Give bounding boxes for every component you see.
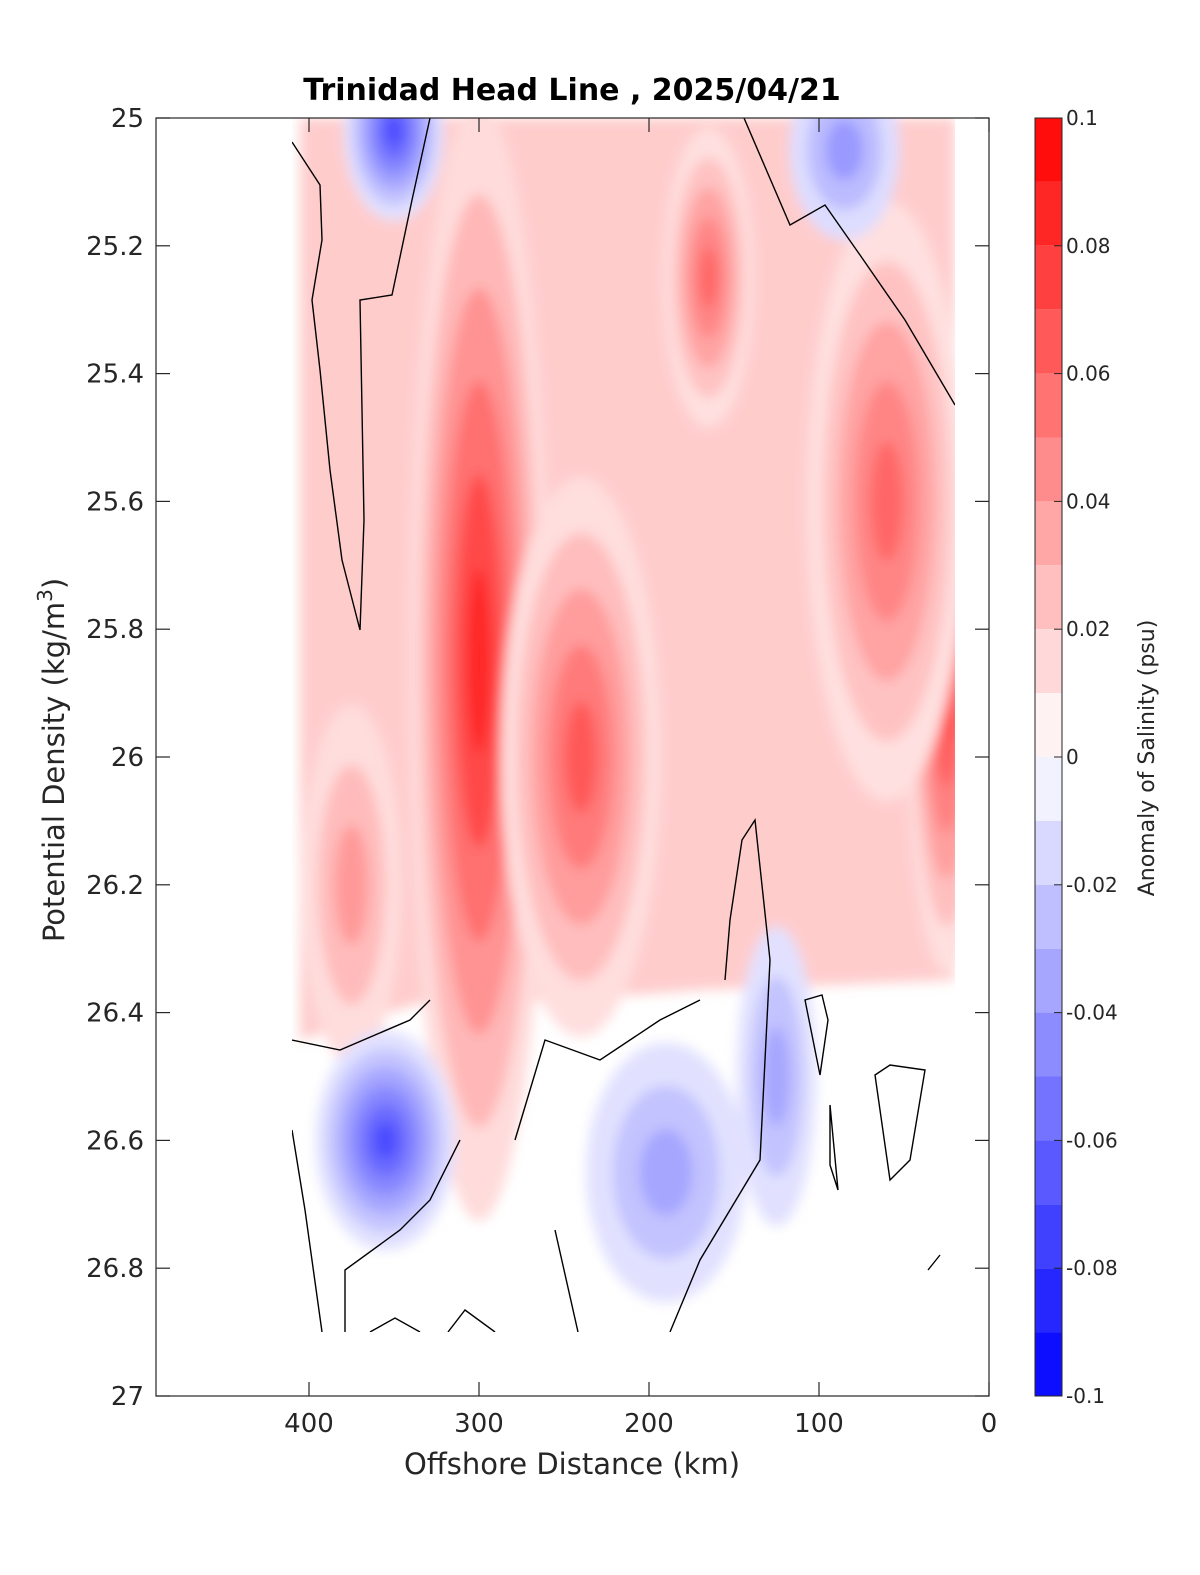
x-axis-label: Offshore Distance (km) xyxy=(404,1447,740,1481)
colorbar-tick-label: -0.08 xyxy=(1066,1256,1118,1280)
y-tick-label: 25 xyxy=(111,104,144,134)
x-tick-label: 300 xyxy=(454,1409,504,1439)
y-tick-label: 27 xyxy=(111,1382,144,1412)
contour-band-high-5-1 xyxy=(334,824,369,945)
y-tick-label: 25.4 xyxy=(86,360,144,390)
colorbar-tick-label: -0.1 xyxy=(1066,1384,1105,1408)
colorbar-tick-label: -0.04 xyxy=(1066,1001,1118,1025)
colorbar-swatch xyxy=(1035,565,1062,630)
y-axis-label-suffix: ) xyxy=(37,578,71,589)
colorbar: 0.1 0.08 0.06 0.04 0.02 0 -0.02 -0.04 -0.06 -0.08… xyxy=(1034,106,1118,1408)
x-axis-ticks: 400 300 200 100 0 xyxy=(284,118,997,1439)
colorbar-label: Anomaly of Salinity (psu) xyxy=(1135,620,1160,897)
y-tick-label: 26.2 xyxy=(86,871,144,901)
contour-band-low-7-1 xyxy=(385,118,403,146)
zero-contour-line xyxy=(369,1317,421,1332)
x-tick-label: 400 xyxy=(284,1409,334,1439)
colorbar-swatch xyxy=(1035,757,1062,821)
zero-contour-line xyxy=(927,1254,941,1271)
colorbar-swatch xyxy=(1035,884,1062,949)
contour-band-high-2-1 xyxy=(699,247,718,308)
y-tick-label: 26.8 xyxy=(86,1254,144,1284)
colorbar-swatch xyxy=(1035,629,1062,694)
y-tick-label: 26.6 xyxy=(86,1126,144,1156)
zero-contour-line xyxy=(344,1139,461,1332)
contour-band-low-10-1 xyxy=(826,119,863,180)
y-tick-label: 25.8 xyxy=(86,615,144,645)
colorbar-tick-label: 0 xyxy=(1066,745,1079,769)
colorbar-swatch xyxy=(1035,1012,1062,1077)
colorbar-swatch xyxy=(1035,1140,1062,1205)
y-axis-ticks: 25 25.2 25.4 25.6 25.8 26 26.2 26.4 26.6 26.8 27 xyxy=(86,104,989,1412)
y-axis-label-main: Potential Density (kg/m xyxy=(37,602,71,942)
colorbar-tick-label: 0.1 xyxy=(1066,106,1098,130)
colorbar-swatch xyxy=(1035,948,1062,1013)
colorbar-swatch xyxy=(1035,309,1062,374)
contour-field xyxy=(292,118,955,1332)
colorbar-swatch xyxy=(1035,820,1062,885)
colorbar-tick-label: -0.02 xyxy=(1066,873,1118,897)
x-tick-label: 200 xyxy=(624,1409,674,1439)
zero-contour-line xyxy=(804,994,829,1076)
contour-band-high-1-1 xyxy=(565,701,597,813)
zero-contour-line xyxy=(874,1064,926,1182)
y-tick-label: 25.6 xyxy=(86,487,144,517)
colorbar-tick-label: 0.06 xyxy=(1066,362,1111,386)
chart-title: Trinidad Head Line , 2025/04/21 xyxy=(303,73,840,108)
colorbar-swatch xyxy=(1035,1204,1062,1269)
contour-band-low-9-1 xyxy=(639,1129,693,1216)
zero-contour-line xyxy=(292,1129,323,1332)
colorbar-swatch xyxy=(1035,118,1062,182)
zero-contour-line xyxy=(554,1229,579,1332)
y-tick-label: 25.2 xyxy=(86,232,144,262)
colorbar-swatch xyxy=(1035,693,1062,757)
contour-bands-inner xyxy=(300,118,955,1303)
contour-band-low-8-1 xyxy=(763,1026,790,1127)
colorbar-tick-label: 0.08 xyxy=(1066,234,1111,258)
zero-contour-lines xyxy=(292,118,955,1332)
zero-contour-line xyxy=(829,1104,839,1191)
contour-band-high-4-1 xyxy=(871,441,903,562)
zero-contour-line xyxy=(292,118,431,631)
colorbar-swatch xyxy=(1035,437,1062,502)
y-tick-label: 26.4 xyxy=(86,999,144,1029)
colorbar-swatch xyxy=(1035,245,1062,310)
zero-contour-line xyxy=(743,118,955,406)
colorbar-swatch xyxy=(1035,1332,1062,1396)
colorbar-tick-label: -0.06 xyxy=(1066,1128,1118,1152)
y-axis-label-superscript: 3 xyxy=(33,589,57,602)
colorbar-swatch xyxy=(1035,1268,1062,1333)
x-tick-label: 0 xyxy=(981,1409,998,1439)
colorbar-swatch xyxy=(1035,501,1062,566)
colorbar-swatch xyxy=(1035,1076,1062,1141)
y-axis-label: Potential Density (kg/m3) xyxy=(33,578,71,942)
x-tick-label: 100 xyxy=(794,1409,844,1439)
zero-contour-line xyxy=(292,999,431,1051)
contour-band-high-0-1 xyxy=(467,567,491,755)
zero-contour-line xyxy=(514,999,701,1141)
zero-contour-line xyxy=(447,1309,496,1332)
y-tick-label: 26 xyxy=(111,743,144,773)
zero-contour-line xyxy=(669,817,771,1332)
colorbar-swatch xyxy=(1035,181,1062,246)
colorbar-tick-label: 0.04 xyxy=(1066,489,1111,513)
colorbar-swatch xyxy=(1035,373,1062,438)
contour-band-low-6-1 xyxy=(373,1122,398,1159)
colorbar-tick-label: 0.02 xyxy=(1066,617,1111,641)
contour-bands xyxy=(292,118,955,1332)
